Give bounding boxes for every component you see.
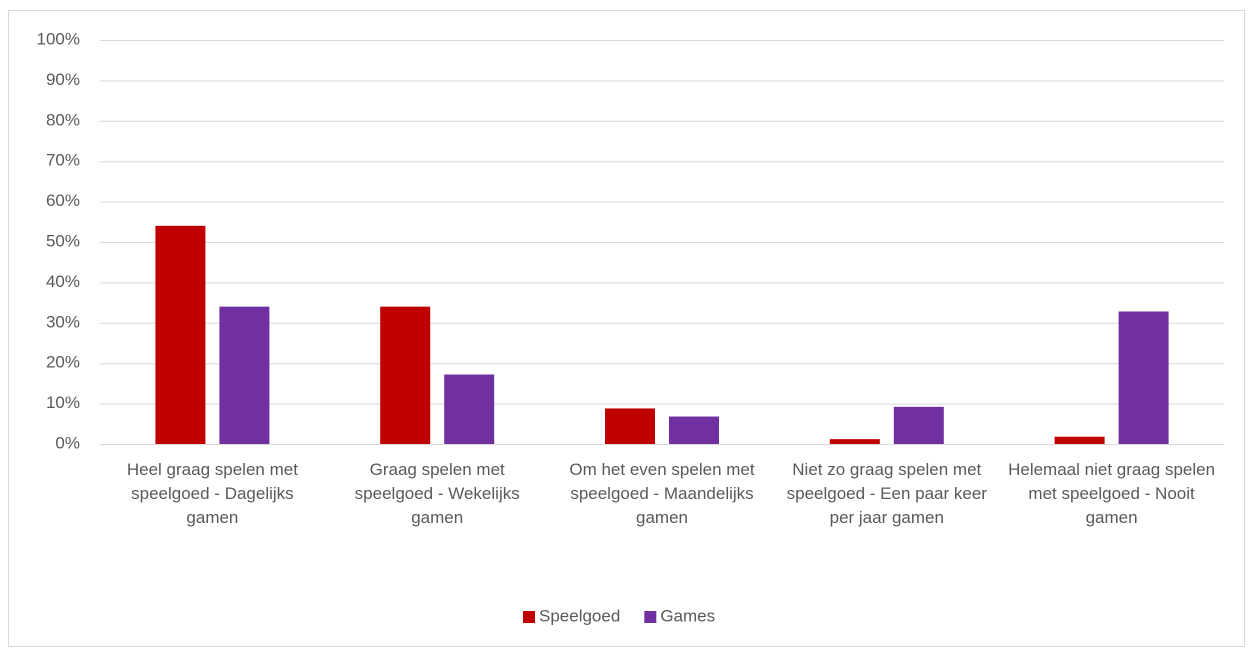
x-tick-label: Heel graag spelen met speelgoed - Dageli… bbox=[126, 460, 298, 527]
bar bbox=[444, 374, 495, 444]
bar bbox=[380, 306, 431, 444]
y-tick-label: 10% bbox=[46, 393, 80, 412]
bar bbox=[155, 225, 206, 444]
legend-swatch bbox=[644, 611, 657, 623]
bar bbox=[669, 416, 719, 444]
bar bbox=[1054, 436, 1105, 444]
x-tick-label: Om het even spelen met speelgoed - Maand… bbox=[569, 460, 755, 527]
legend-label: Speelgoed bbox=[539, 606, 620, 625]
x-tick-label: Niet zo graag spelen met speelgoed - Een… bbox=[786, 460, 987, 527]
x-tick-label: Graag spelen met speelgoed - Wekelijks g… bbox=[354, 460, 520, 527]
y-tick-label: 70% bbox=[46, 151, 80, 170]
bar bbox=[893, 406, 944, 444]
y-tick-label: 40% bbox=[46, 272, 80, 291]
bar bbox=[829, 439, 880, 444]
y-tick-label: 100% bbox=[37, 29, 80, 48]
chart-border bbox=[8, 10, 1245, 647]
y-tick-label: 80% bbox=[46, 110, 80, 129]
bar bbox=[219, 306, 270, 444]
y-tick-label: 50% bbox=[46, 231, 80, 250]
y-tick-label: 60% bbox=[46, 191, 80, 210]
y-tick-label: 30% bbox=[46, 312, 80, 331]
legend-label: Games bbox=[660, 606, 715, 625]
legend-swatch bbox=[523, 611, 535, 623]
bar bbox=[605, 408, 655, 444]
y-tick-label: 90% bbox=[46, 70, 80, 89]
y-tick-label: 0% bbox=[55, 433, 80, 452]
y-tick-label: 20% bbox=[46, 353, 80, 372]
x-tick-label: Helemaal niet graag spelen met speelgoed… bbox=[1008, 460, 1216, 527]
bar bbox=[1118, 311, 1169, 444]
